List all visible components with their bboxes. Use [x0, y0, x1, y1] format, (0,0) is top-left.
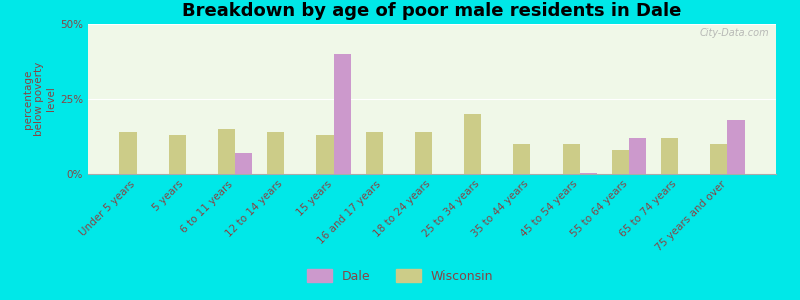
Bar — [464, 114, 482, 174]
Bar — [612, 150, 629, 174]
Legend: Dale, Wisconsin: Dale, Wisconsin — [302, 264, 498, 288]
Bar — [366, 132, 382, 174]
Title: Breakdown by age of poor male residents in Dale: Breakdown by age of poor male residents … — [182, 2, 682, 20]
Bar — [334, 54, 350, 174]
Bar — [235, 153, 252, 174]
Bar — [629, 138, 646, 174]
Bar — [661, 138, 678, 174]
Bar — [267, 132, 284, 174]
Bar — [727, 120, 745, 174]
Bar — [316, 135, 334, 174]
Bar — [580, 172, 597, 174]
Y-axis label: percentage
below poverty
level: percentage below poverty level — [22, 62, 56, 136]
Bar — [169, 135, 186, 174]
Bar — [218, 129, 235, 174]
Bar — [414, 132, 432, 174]
Bar — [119, 132, 137, 174]
Text: City-Data.com: City-Data.com — [699, 28, 769, 38]
Bar — [514, 144, 530, 174]
Bar — [710, 144, 727, 174]
Bar — [562, 144, 580, 174]
